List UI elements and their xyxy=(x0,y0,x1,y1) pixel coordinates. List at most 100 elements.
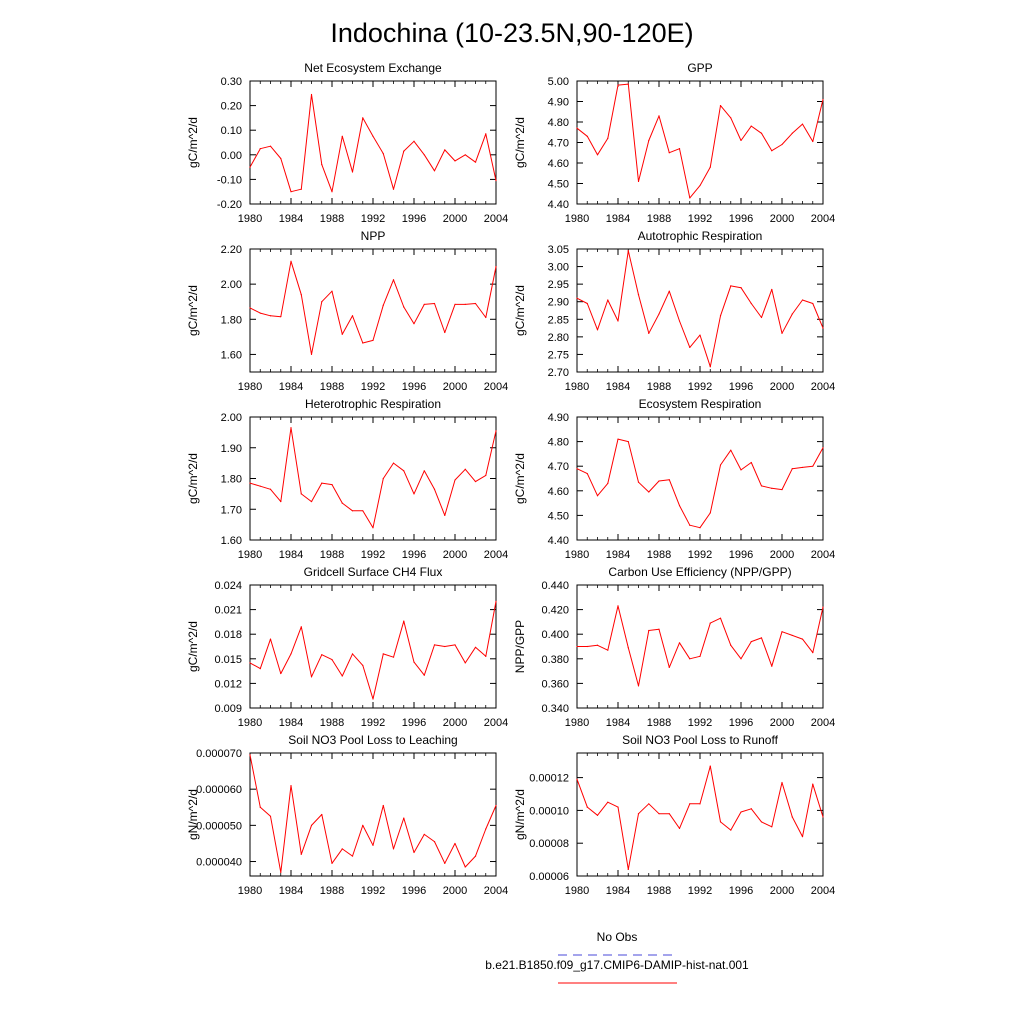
data-point xyxy=(290,784,292,787)
data-point xyxy=(362,824,364,826)
data-point xyxy=(464,662,466,664)
data-point xyxy=(444,149,446,151)
series-line xyxy=(576,83,824,199)
y-tick-label: 0.000070 xyxy=(196,748,242,760)
plot-frame xyxy=(249,248,497,373)
data-point xyxy=(433,170,436,172)
y-tick-label: 0.30 xyxy=(221,76,242,88)
data-point xyxy=(658,313,660,315)
data-point xyxy=(607,299,609,301)
chart-panel: Heterotrophic Respiration gC/m^2/d 1980 198… xyxy=(186,397,508,561)
data-point xyxy=(689,197,691,199)
data-point xyxy=(444,514,446,517)
data-point xyxy=(454,303,456,305)
data-point xyxy=(331,290,333,292)
x-tick-label: 2000 xyxy=(770,381,794,393)
data-point xyxy=(259,312,261,314)
data-point xyxy=(709,765,711,767)
y-tick-label: 0.012 xyxy=(214,678,242,690)
data-point xyxy=(423,833,425,835)
y-tick-label: 4.40 xyxy=(548,535,569,547)
x-tick-label: 1992 xyxy=(361,717,385,729)
data-point xyxy=(740,658,742,660)
x-tick-label: 1984 xyxy=(606,717,630,729)
panel-title: Gridcell Surface CH4 Flux xyxy=(304,565,443,579)
data-point xyxy=(781,143,783,146)
data-point xyxy=(668,813,670,815)
data-point xyxy=(341,502,343,504)
x-tick-label: 1984 xyxy=(606,549,630,561)
data-point xyxy=(678,827,681,830)
y-tick-label: -0.20 xyxy=(217,199,242,211)
data-point xyxy=(791,634,793,637)
data-point xyxy=(290,260,292,262)
plot-frame xyxy=(576,584,824,709)
x-tick-label: 1988 xyxy=(647,381,671,393)
data-point xyxy=(648,139,650,142)
y-tick-label: 2.90 xyxy=(548,297,569,309)
y-tick-label: 0.018 xyxy=(214,629,242,641)
data-point xyxy=(362,510,364,512)
data-point xyxy=(454,479,456,481)
y-tick-label: 0.009 xyxy=(214,703,242,715)
plot-frame xyxy=(249,584,497,709)
y-tick-label: 0.420 xyxy=(541,605,569,617)
y-tick-label: 0.00006 xyxy=(529,871,569,883)
data-point xyxy=(474,302,477,305)
data-point xyxy=(771,665,773,667)
y-tick-label: 0.20 xyxy=(221,101,242,113)
data-point xyxy=(485,133,487,135)
y-tick-label: 0.360 xyxy=(541,678,569,690)
data-point xyxy=(362,342,364,344)
x-tick-label: 2000 xyxy=(770,885,794,897)
data-point xyxy=(637,685,640,687)
series-line xyxy=(576,765,824,870)
data-point xyxy=(485,474,487,477)
data-point xyxy=(750,125,752,127)
data-point xyxy=(750,640,752,643)
data-point xyxy=(771,150,773,152)
data-point xyxy=(495,600,497,603)
data-point xyxy=(730,285,732,287)
y-axis-label: gN/m^2/d xyxy=(513,789,527,840)
data-point xyxy=(801,299,804,301)
data-point xyxy=(822,327,824,329)
data-point xyxy=(607,649,609,651)
y-tick-label: 4.80 xyxy=(548,437,569,449)
chart-panel: Soil NO3 Pool Loss to Leaching gN/m^2/d 19… xyxy=(186,733,508,897)
data-point xyxy=(310,93,313,96)
data-point xyxy=(392,656,395,658)
chart-panel: GPP gC/m^2/d 1980 1984 1988 1992 1996 2000 2004 4… xyxy=(513,61,835,225)
y-tick-label: 0.00010 xyxy=(529,805,569,817)
legend-label: No Obs xyxy=(597,930,638,944)
data-point xyxy=(331,484,333,486)
data-point xyxy=(382,477,384,480)
data-point xyxy=(433,488,436,490)
data-point xyxy=(403,306,405,308)
data-point xyxy=(382,304,384,306)
x-tick-label: 2000 xyxy=(770,717,794,729)
x-tick-label: 1988 xyxy=(320,717,344,729)
data-point xyxy=(596,154,599,156)
y-tick-label: 1.70 xyxy=(221,504,242,516)
data-point xyxy=(699,803,701,805)
plot-frame xyxy=(249,80,497,205)
data-point xyxy=(331,862,333,864)
x-tick-label: 1988 xyxy=(647,885,671,897)
series-line xyxy=(249,94,497,193)
data-point xyxy=(280,672,282,675)
y-tick-label: 0.024 xyxy=(214,580,242,592)
data-point xyxy=(341,135,343,137)
data-point xyxy=(331,191,333,193)
data-point xyxy=(351,855,354,857)
data-point xyxy=(249,662,251,664)
data-point xyxy=(586,135,588,137)
data-point xyxy=(678,642,681,644)
y-axis-label: NPP/GPP xyxy=(513,620,527,673)
data-point xyxy=(822,816,824,818)
data-point xyxy=(709,366,711,368)
data-point xyxy=(444,331,446,334)
y-tick-label: 4.90 xyxy=(548,412,569,424)
data-point xyxy=(607,482,609,485)
data-point xyxy=(382,152,384,155)
